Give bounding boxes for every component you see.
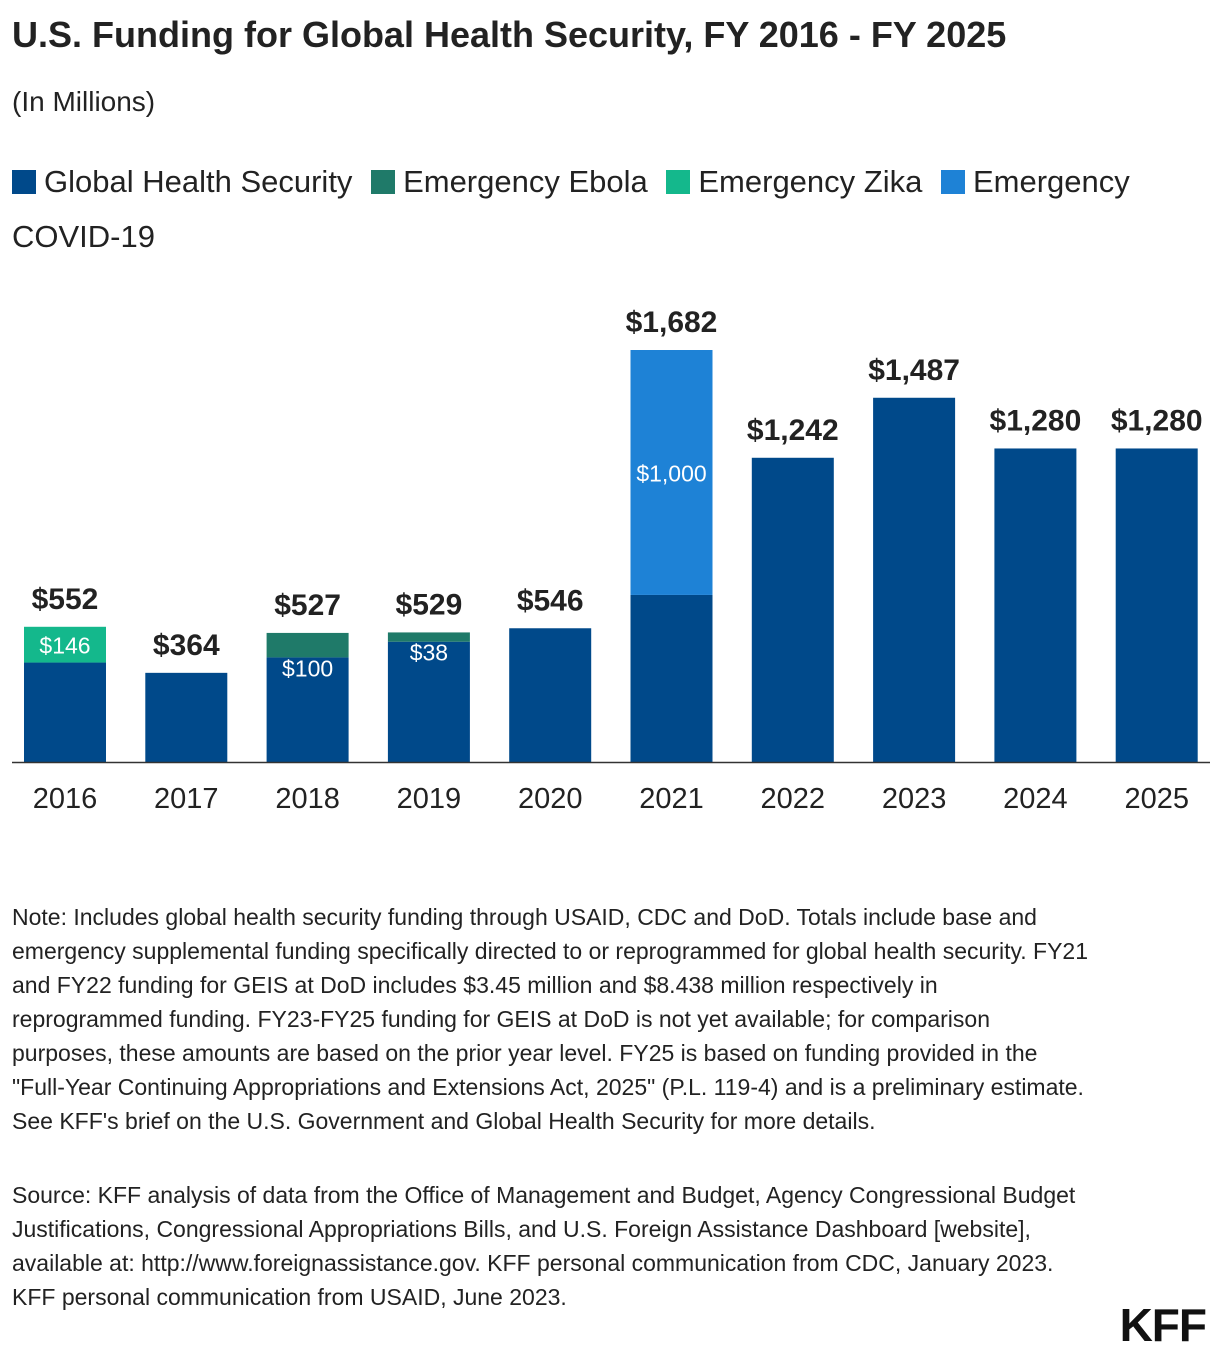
segment-label-2018: $100	[282, 655, 333, 681]
total-label-2023: $1,487	[868, 354, 960, 387]
legend-swatch	[666, 170, 691, 194]
bar-segment-global-health-security-2022	[751, 457, 834, 762]
bar-segment-emergency-zika-2016	[24, 626, 106, 663]
bar-segment-global-health-security-2016	[24, 662, 106, 762]
chart-source: Source: KFF analysis of data from the Of…	[12, 1182, 1076, 1310]
bar-segment-global-health-security-2020	[509, 628, 592, 762]
x-tick-label-2019: 2019	[397, 783, 462, 815]
legend-item-emergency-zika[interactable]: Emergency Zika	[666, 164, 922, 199]
segment-label-2019: $38	[410, 640, 448, 666]
bar-segment-emergency-ebola-2019	[387, 632, 470, 642]
legend-label: Global Health Security	[44, 164, 353, 199]
x-tick-label-2022: 2022	[761, 783, 826, 815]
total-label-2025: $1,280	[1111, 404, 1203, 437]
legend-label: Emergency Zika	[698, 164, 923, 199]
bar-segment-emergency-ebola-2018	[266, 632, 349, 658]
total-label-2022: $1,242	[747, 414, 839, 447]
legend-label: Emergency COVID-19	[12, 164, 1130, 254]
bar-segment-global-health-security-2025	[1115, 448, 1198, 762]
legend-item-global-health-security[interactable]: Global Health Security	[12, 164, 352, 199]
bar-segment-global-health-security-2019	[387, 641, 470, 762]
legend-label: Emergency Ebola	[403, 164, 648, 199]
bar-chart: $552 2016 $364 2017 $527 2018 $529 2019 $546 2020…	[12, 306, 1210, 815]
kff-logo: KFF	[1119, 1299, 1207, 1351]
segment-label-2021: $1,000	[636, 460, 706, 486]
x-tick-label-2020: 2020	[518, 783, 583, 815]
x-tick-label-2017: 2017	[154, 783, 219, 815]
bar-segment-emergency-covid-19-2021	[630, 350, 713, 595]
x-tick-label-2016: 2016	[33, 783, 98, 815]
x-tick-label-2023: 2023	[882, 783, 947, 815]
total-label-2020: $546	[517, 584, 584, 617]
total-label-2021: $1,682	[626, 306, 718, 339]
chart-note: Note: Includes global health security fu…	[12, 904, 1089, 1134]
bar-segment-global-health-security-2017	[145, 672, 228, 762]
x-tick-label-2018: 2018	[275, 783, 340, 815]
bar-segment-global-health-security-2024	[994, 448, 1077, 762]
chart-title: U.S. Funding for Global Health Security,…	[12, 14, 1007, 55]
x-tick-label-2021: 2021	[639, 783, 704, 815]
legend-swatch	[371, 170, 396, 194]
total-label-2019: $529	[396, 588, 463, 621]
legend-swatch	[940, 170, 965, 194]
bar-segment-global-health-security-2018	[266, 657, 349, 762]
chart-subtitle: (In Millions)	[12, 86, 156, 117]
legend: Global Health Security Emergency Ebola E…	[12, 154, 1217, 264]
total-label-2018: $527	[274, 589, 341, 622]
segment-label-2016: $146	[39, 633, 90, 659]
x-tick-label-2025: 2025	[1124, 783, 1189, 815]
x-tick-label-2024: 2024	[1003, 783, 1068, 815]
total-label-2016: $552	[32, 583, 99, 616]
bar-segment-global-health-security-2023	[873, 397, 956, 762]
total-label-2017: $364	[153, 629, 220, 662]
legend-item-emergency-ebola[interactable]: Emergency Ebola	[371, 164, 648, 199]
total-label-2024: $1,280	[990, 404, 1082, 437]
legend-item-emergency-covid-19[interactable]: Emergency COVID-19	[12, 164, 1130, 254]
bar-segment-global-health-security-2021	[630, 594, 713, 762]
legend-swatch	[12, 170, 36, 194]
